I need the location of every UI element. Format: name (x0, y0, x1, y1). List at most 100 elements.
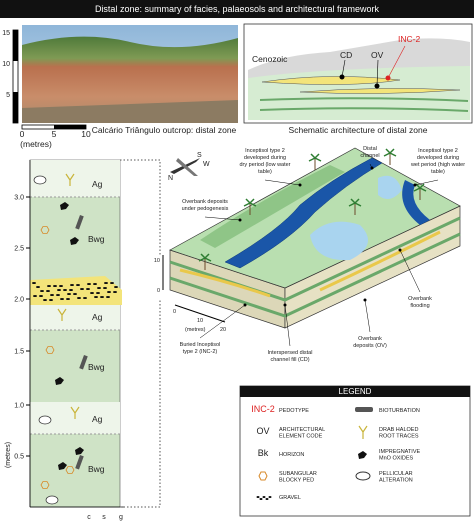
log: Ag Bwg Ag Bwg Ag Bwg c s g (metres) (5, 159, 125, 521)
schematic-channel (299, 88, 461, 94)
legend-label: HORIZON (279, 452, 304, 458)
gravel (77, 297, 81, 299)
root-trace (57, 308, 67, 321)
root-trace (70, 406, 80, 419)
legend-label: ARCHITECTURAL ELEMENT CODE (279, 427, 325, 440)
block-diagram: 10 0 0 10 20 (metres) (154, 147, 461, 333)
block-label: Interspersed distal channel fill (CD) (268, 350, 313, 363)
tree-crown (243, 198, 257, 207)
legend-label-line: ARCHITECTURAL (279, 427, 325, 433)
gravel (63, 289, 67, 291)
gravel (40, 290, 44, 292)
block-label-line: Buried Inceptisol (180, 342, 221, 348)
schematic-channel (261, 76, 401, 85)
connector (120, 159, 161, 255)
tree-crown (413, 183, 427, 192)
mn-oxide (55, 377, 64, 385)
legend-icon (265, 498, 269, 500)
gravel (83, 297, 87, 299)
block-label-line: Overbank deposits (182, 199, 228, 205)
gravel (47, 285, 51, 287)
block-pond (310, 221, 368, 261)
pellicular (33, 175, 47, 185)
legend-icon (259, 498, 263, 500)
block-label: Buried Inceptisol type 2 (INC-2) (180, 342, 221, 355)
horizon-label: Bwg (88, 362, 105, 372)
gravel (110, 282, 114, 284)
photo-scale-label: 5 (6, 92, 10, 99)
leader-dot (413, 183, 417, 187)
gravel (97, 287, 101, 289)
gravel (94, 296, 98, 298)
connector (120, 300, 161, 508)
gravel (60, 298, 64, 300)
block-label-line: deposits (OV) (353, 343, 387, 349)
gravel (56, 294, 60, 296)
gravel (49, 299, 53, 301)
legend-symbol: INC-2 (251, 404, 275, 414)
legend-title: LEGEND (339, 387, 372, 396)
block-channel (402, 180, 430, 225)
legend-icon (262, 496, 266, 498)
leader (364, 299, 371, 333)
block-label: Overbank flooding (408, 296, 432, 309)
block-label-line: developed during (244, 155, 286, 161)
block-channel-fill (319, 230, 441, 292)
legend-label: GRAVEL (279, 495, 301, 501)
photo-caption: Calcário Triângulo outcrop: distal zone (92, 125, 237, 135)
legend-header (240, 386, 470, 397)
compass-arrow (176, 158, 198, 176)
photo-scale-label: 15 (2, 30, 10, 37)
legend-label-line: GRAVEL (279, 495, 301, 501)
tree-crown (198, 253, 212, 262)
legend-icon (258, 471, 268, 481)
gravel (86, 288, 90, 290)
block-label-line: Inceptisol type 2 (245, 148, 285, 154)
gravel (66, 298, 70, 300)
compass-label: N (168, 175, 173, 182)
legend-icon (355, 407, 373, 412)
gravel (96, 292, 100, 294)
leader-dot (283, 303, 287, 307)
leader-dot (298, 183, 302, 187)
legend-icon (355, 471, 371, 481)
photo-scale-unit: (metres) (20, 139, 52, 149)
block-label: Inceptisol type 2 developed during dry per… (239, 148, 290, 175)
leader-dot (238, 218, 242, 222)
log-ticks: 3.0 2.5 2.0 1.5 1.0 0.5 (14, 195, 30, 461)
bioturbation (79, 355, 88, 370)
block-channel-fill (179, 268, 271, 298)
gravel (113, 291, 117, 293)
legend-label-line: HORIZON (279, 452, 304, 458)
block-scale-unit: (metres) (185, 327, 206, 333)
log-tick-label: 0.5 (14, 454, 24, 461)
header-title: Distal zone: summary of facies, palaeoso… (95, 4, 380, 14)
leader-dot (243, 303, 247, 307)
tree-crown (383, 148, 397, 157)
gravel (76, 284, 80, 286)
ped-symbol (40, 481, 50, 489)
gravel (36, 286, 40, 288)
schematic-label: INC-2 (398, 34, 420, 44)
log-tick-label: 3.0 (14, 195, 24, 202)
gravel (67, 293, 71, 295)
legend-label-line: IMPREGNATIVE (379, 449, 420, 455)
leader (341, 59, 346, 78)
block-label: Inceptisol type 2 developed during wet per… (410, 148, 465, 175)
block-label: Overbank deposits (OV) (353, 336, 387, 349)
legend-label: IMPREGNATIVE MnO OXIDES (379, 449, 420, 462)
pellicular (38, 415, 52, 425)
pellicular (45, 495, 59, 505)
photo-scale-fill (13, 92, 18, 123)
schematic-palaeosol (259, 97, 469, 102)
schematic-palaeosol (259, 107, 469, 112)
legend-icon (358, 425, 368, 439)
block-label-line: Inceptisol type 2 (418, 148, 458, 154)
compass-label: S (197, 152, 202, 159)
block-label-line: Overbank (358, 336, 382, 342)
leader-dot (363, 298, 367, 302)
photo-scale-fill (13, 30, 18, 61)
photo-scale-label: 0 (20, 129, 25, 139)
block-palaeosol-zone (200, 165, 345, 248)
block-labels: Inceptisol type 2 developed during dry per… (180, 146, 466, 363)
